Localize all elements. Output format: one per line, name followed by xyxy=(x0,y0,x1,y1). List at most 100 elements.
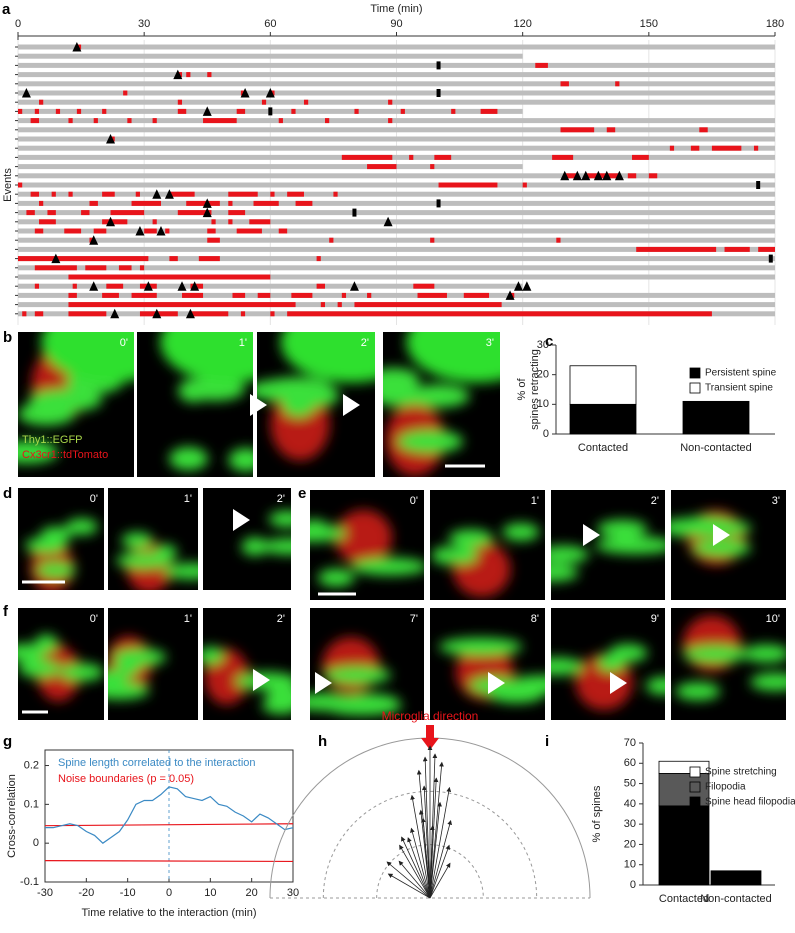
image-content xyxy=(241,510,291,556)
contact-segment xyxy=(186,72,191,78)
panel-label: h xyxy=(318,733,327,750)
y-tick-label: -0.1 xyxy=(20,876,39,888)
triangle-event xyxy=(173,69,183,80)
contact-segment xyxy=(207,228,216,234)
contact-segment xyxy=(753,145,759,151)
arrowhead xyxy=(488,672,505,694)
contact-segment xyxy=(367,292,372,298)
contact-segment xyxy=(34,283,40,289)
contact-segment xyxy=(552,154,574,160)
y-tick-label: 0.2 xyxy=(24,759,39,771)
contact-segment xyxy=(560,127,595,133)
blurred xyxy=(108,636,167,700)
contact-segment xyxy=(93,118,98,124)
timestamp: 3' xyxy=(772,495,780,507)
triangle-event xyxy=(602,170,612,181)
dendrite xyxy=(596,653,626,672)
legend-swatch xyxy=(689,781,701,793)
triangle-event xyxy=(560,170,570,181)
dendrite xyxy=(406,332,500,383)
contact-segment xyxy=(123,90,128,96)
dendrite xyxy=(446,546,478,565)
triangle-event xyxy=(202,198,212,208)
dendrite xyxy=(438,637,523,656)
vector xyxy=(429,844,451,899)
contact-segment xyxy=(34,311,44,317)
timestamp: 1' xyxy=(184,613,192,625)
contact-segment xyxy=(30,118,40,124)
contact-segment xyxy=(68,311,107,317)
image-content xyxy=(310,510,424,587)
contact-segment xyxy=(388,118,393,124)
image-content xyxy=(18,634,104,702)
timestamp: 3' xyxy=(486,337,494,349)
square-event xyxy=(352,208,357,217)
contact-segment xyxy=(354,108,359,114)
timestamp: 2' xyxy=(361,337,369,349)
square-event xyxy=(436,89,441,97)
image-content xyxy=(551,519,665,582)
arrowhead xyxy=(583,524,600,546)
triangle-event xyxy=(152,189,162,199)
contact-segment xyxy=(232,292,246,298)
contact-segment xyxy=(367,164,397,170)
vector xyxy=(421,785,431,899)
triangle-event xyxy=(202,207,212,218)
bar-segment xyxy=(569,365,637,405)
timestamp: 9' xyxy=(651,613,659,625)
blurred xyxy=(383,332,500,476)
contact-segment xyxy=(102,292,119,298)
track xyxy=(18,136,775,142)
contact-segment xyxy=(186,200,220,206)
legend-label: Noise boundaries (p = 0.05) xyxy=(58,773,194,785)
x-tick-label: 0 xyxy=(166,887,172,899)
channel-label: Cx3cr1::tdTomato xyxy=(22,449,108,461)
track xyxy=(18,90,775,96)
y-axis-title: spines retracting xyxy=(529,349,541,430)
triangle-event xyxy=(505,290,515,300)
contact-segment xyxy=(106,283,124,289)
contact-segment xyxy=(131,292,157,298)
contact-segment xyxy=(699,127,708,133)
track xyxy=(18,99,775,105)
contact-segment xyxy=(177,99,183,105)
vector xyxy=(429,786,452,899)
dendrite xyxy=(742,644,786,663)
triangle-event xyxy=(177,281,187,291)
panel-label: g xyxy=(3,733,12,750)
micrograph: 1' xyxy=(430,490,545,600)
contact-segment xyxy=(177,108,187,114)
blurred xyxy=(551,643,665,711)
triangle-event xyxy=(72,42,82,52)
image-content xyxy=(431,523,540,597)
legend-label: Spine length correlated to the interacti… xyxy=(58,757,256,769)
dendrite xyxy=(323,666,392,685)
y-axis-title: % of xyxy=(516,378,528,401)
contact-segment xyxy=(18,182,23,188)
track xyxy=(18,81,775,87)
contact-segment xyxy=(451,108,456,114)
dendrite xyxy=(29,388,103,412)
blurred xyxy=(257,332,375,461)
contact-segment xyxy=(303,99,309,105)
dendrite xyxy=(121,532,153,549)
blurred xyxy=(310,637,402,716)
dendrite xyxy=(241,539,269,556)
arrowhead xyxy=(250,394,267,416)
x-tick-label: 10 xyxy=(204,887,216,899)
dendrite xyxy=(674,516,738,534)
contact-segment xyxy=(480,108,498,114)
timestamp: 8' xyxy=(531,613,539,625)
contact-segment xyxy=(165,228,170,234)
legend-swatch xyxy=(689,766,701,778)
dendrite xyxy=(178,379,209,403)
contact-segment xyxy=(556,237,561,243)
contact-segment xyxy=(236,228,262,234)
dendrite xyxy=(551,657,584,676)
x-tick-label: Non-contacted xyxy=(680,442,752,454)
vector xyxy=(410,827,431,899)
x-tick-label: 20 xyxy=(246,887,258,899)
line xyxy=(45,786,294,844)
dendrite xyxy=(108,668,128,687)
